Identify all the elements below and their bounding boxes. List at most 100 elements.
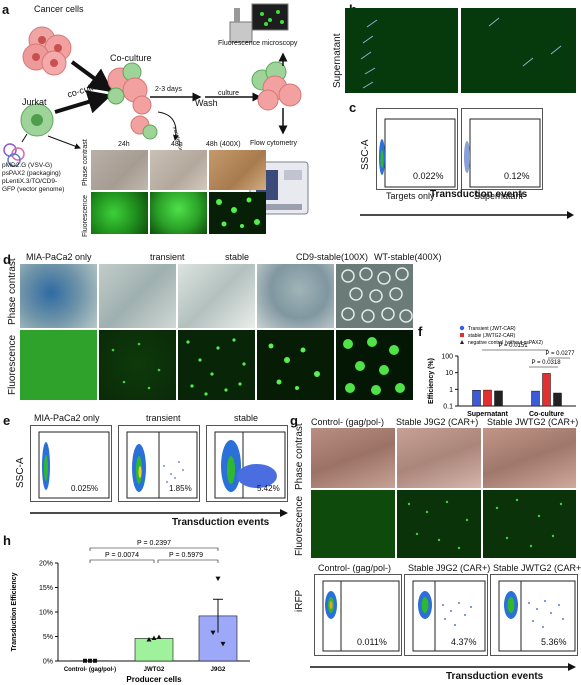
panel-e-title: transient	[146, 413, 181, 423]
data-point	[215, 576, 221, 582]
panel-g-flow-y-label: iRFP	[294, 589, 305, 612]
bar	[542, 373, 551, 407]
x-tick-label: Control- (gag/pol-)	[64, 667, 116, 673]
micrograph-fluor-24h	[91, 192, 148, 234]
panel-d-row-phase: Phase contrast	[7, 258, 18, 325]
micrograph-fluor-400x	[209, 192, 266, 234]
panel-a-row-fluorescence: Fluorescence	[82, 194, 89, 237]
panel-g-arrow-label: Transduction events	[446, 671, 544, 682]
flow-plot-e-3: 5.42%	[206, 425, 288, 502]
flow-plot-supernatant: 0.12%	[461, 108, 543, 190]
flow-percent: 4.37%	[451, 637, 477, 647]
co-culture-title: Co-culture	[110, 53, 152, 63]
micrograph-g-fluor-2	[397, 490, 481, 558]
panel-g-letter: g	[290, 413, 298, 428]
jurkat-label: Jurkat	[22, 97, 47, 107]
cultured-cells-illustration	[251, 61, 302, 111]
legend-label: negative control (without psPAX2)	[468, 340, 543, 346]
p-value-annotation: P = 0.0151	[498, 343, 528, 349]
micrograph-g-phase-3	[483, 428, 576, 488]
micrograph-g-fluor-3	[483, 490, 576, 558]
x-tick-label: J9G2	[211, 667, 226, 673]
flow-plot-e-1: 0.025%	[30, 425, 112, 502]
wash-label: Wash	[195, 98, 218, 108]
micrograph-fluor-48h	[150, 192, 207, 234]
legend-marker	[459, 325, 465, 331]
p-value-annotation: P = 0.0277	[545, 351, 575, 357]
panel-f-letter: f	[418, 324, 423, 339]
flow-plot-e-2: 1.85%	[118, 425, 200, 502]
flow-plot-g-1: 0.011%	[314, 574, 402, 656]
x-tick-label: Supernatant	[467, 411, 509, 418]
significance-bracket	[157, 559, 219, 563]
panel-g-arrow	[310, 663, 576, 671]
bar	[483, 389, 492, 407]
x-axis-label: Producer cells	[126, 675, 182, 684]
co-culture-illustration	[107, 62, 152, 115]
micrograph-d-fluor-4	[257, 330, 334, 400]
supernatant-image-right	[461, 8, 576, 93]
flow-percent: 0.12%	[504, 171, 530, 181]
panel-g-flow-title: Stable J9G2 (CAR+)	[408, 563, 491, 573]
culture-label: culture	[218, 90, 240, 97]
panel-b-row-label: Supernatant	[332, 33, 343, 89]
panel-g-row-fluorescence: Fluorescence	[294, 495, 305, 556]
y-tick-label: 20%	[39, 561, 53, 568]
significance-bracket	[89, 547, 219, 551]
p-value-annotation: P = 0.0074	[105, 552, 139, 559]
y-tick-label: 1	[449, 387, 453, 394]
y-tick-label: 15%	[39, 585, 53, 592]
supernatant-image-left	[345, 8, 458, 93]
y-tick-label: 10	[445, 370, 453, 377]
p-value-annotation: P = 0.5979	[169, 552, 203, 559]
panel-a-letter: a	[2, 2, 10, 17]
y-tick-label: 5%	[43, 634, 53, 641]
bar	[134, 638, 174, 662]
fluorescence-microscopy-label: Fluorescence microscopy	[218, 40, 298, 47]
y-axis-label: Efficiency (%)	[428, 358, 435, 404]
bar	[494, 390, 503, 407]
cancer-cells-label: Cancer cells	[34, 4, 84, 14]
data-point	[151, 635, 157, 640]
panel-g-col-label: Stable JWTG2 (CAR+)	[487, 417, 579, 427]
panel-d-col-label: WT-stable(400X)	[374, 252, 442, 262]
panel-g-col-label: Control- (gag/pol-)	[311, 417, 385, 427]
micrograph-phase-400x	[209, 150, 266, 190]
flow-cytometry-label: Flow cytometry	[250, 140, 298, 147]
flow-caption: Targets only	[386, 191, 435, 201]
y-tick-label: 10%	[39, 610, 53, 617]
y-tick-label: 0%	[43, 659, 53, 666]
micrograph-d-fluor-5	[336, 330, 413, 400]
significance-bracket	[89, 559, 155, 563]
data-point	[93, 658, 97, 663]
micrograph-d-phase-5	[336, 264, 413, 328]
micrograph-d-phase-2	[99, 264, 176, 328]
data-point	[156, 634, 162, 639]
cancer-cells-illustration	[22, 26, 72, 76]
legend-label: Transient (JWT-CAR)	[468, 326, 516, 332]
micrograph-g-fluor-1	[311, 490, 395, 558]
plasmid-item: psPAX2 (packaging)	[2, 170, 61, 177]
chart-h: 0% 5% 10% 15% 20% Transduction Efficiency Prod…	[11, 540, 250, 684]
panel-d-row-fluorescence: Fluorescence	[7, 334, 18, 395]
micrograph-d-phase-1	[20, 264, 97, 328]
flow-plot-g-2: 4.37%	[404, 574, 488, 656]
micrograph-g-phase-2	[397, 428, 481, 488]
data-point	[146, 636, 152, 642]
micrograph-phase-48h	[150, 150, 207, 190]
bar	[553, 392, 562, 407]
days-label: 2-3 days	[155, 86, 182, 93]
legend-label: stable (JWTG2-CAR)	[468, 333, 516, 339]
panel-c-arrow-label: Transduction events	[430, 189, 528, 200]
panel-c-arrow	[360, 211, 574, 219]
legend-marker	[460, 340, 464, 344]
panel-g-row-phase: Phase contrast	[294, 423, 305, 490]
panel-e-y-label: SSC-A	[15, 457, 26, 488]
y-tick-label: 0.1	[443, 404, 453, 411]
y-axis-label: Transduction Efficiency	[11, 572, 18, 651]
panel-g-flow-title: Control- (gag/pol-)	[318, 563, 392, 573]
flow-percent: 5.42%	[257, 484, 280, 493]
time-label-48h: 48h	[171, 141, 183, 148]
time-label-24h: 24h	[118, 141, 130, 148]
